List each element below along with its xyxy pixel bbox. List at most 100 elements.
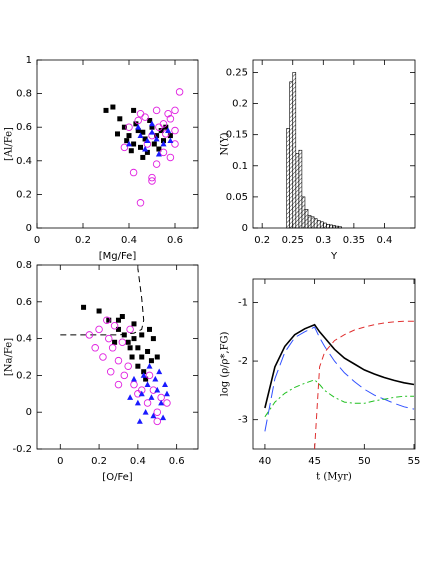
point [161, 138, 166, 144]
point [153, 135, 160, 142]
point [140, 154, 146, 160]
bar [292, 72, 297, 229]
point [125, 123, 133, 131]
point [139, 354, 145, 360]
y-axis-label: [Al/Fe] [4, 127, 15, 161]
point [147, 326, 153, 332]
point [150, 412, 157, 419]
x-axis-label: [Mg/Fe] [99, 251, 137, 262]
point [96, 308, 102, 314]
y-tick-label: 0.15 [226, 130, 248, 141]
point [136, 110, 145, 118]
point [171, 140, 179, 148]
point [130, 375, 137, 382]
bar [298, 149, 303, 229]
point [158, 399, 165, 406]
plot-frame [36, 264, 199, 450]
point [156, 146, 162, 152]
y-tick-label: 0.8 [16, 89, 32, 100]
point [81, 304, 87, 310]
point [163, 390, 170, 397]
y-tick-label: -1 [238, 297, 248, 308]
x-tick-label: 0.4 [376, 235, 392, 246]
point [162, 130, 170, 138]
point [125, 339, 131, 345]
x-tick-label: 0.4 [121, 235, 137, 246]
point [148, 358, 154, 364]
point [148, 173, 156, 182]
x-tick-label: 0.2 [75, 235, 91, 246]
x-tick-label: 0.6 [169, 456, 185, 467]
point [157, 393, 165, 402]
point [138, 144, 143, 150]
point [120, 143, 129, 152]
point [171, 106, 179, 115]
point [142, 145, 149, 152]
point [143, 376, 149, 382]
point [156, 368, 163, 375]
point [155, 150, 162, 157]
x-axis-label: t (Myr) [316, 472, 352, 483]
plot-frame [252, 278, 416, 450]
point [140, 372, 147, 378]
point [124, 138, 130, 144]
data-line [60, 268, 145, 336]
x-tick-label: 50 [358, 456, 371, 467]
point [163, 399, 171, 407]
bar [338, 226, 342, 229]
point [117, 116, 123, 122]
y-tick-label: 0 [242, 223, 248, 234]
point [166, 153, 175, 162]
y-tick-label: -2 [238, 356, 248, 367]
point [142, 409, 149, 415]
point [135, 345, 141, 351]
point [126, 325, 134, 334]
x-tick-label: 45 [308, 456, 321, 467]
point [106, 367, 115, 376]
point [144, 149, 150, 155]
y-tick-label: 0.05 [226, 192, 248, 203]
point [163, 124, 169, 130]
point [155, 123, 163, 131]
point [140, 129, 146, 135]
point [146, 363, 153, 369]
point [152, 106, 161, 115]
point [152, 375, 159, 382]
bar [295, 153, 300, 229]
bar [286, 128, 290, 229]
point [154, 133, 160, 139]
point [153, 417, 162, 426]
point [110, 104, 116, 110]
x-tick-label: 0.2 [254, 235, 270, 246]
bar [319, 221, 324, 229]
point [159, 148, 168, 157]
point [135, 363, 141, 369]
y-tick-label: 1 [26, 55, 32, 66]
point [133, 121, 139, 127]
x-tick-label: 0 [57, 456, 63, 467]
x-axis-label: [O/Fe] [102, 472, 132, 483]
point [129, 354, 135, 360]
point [85, 331, 94, 339]
point [119, 314, 125, 320]
point [131, 141, 137, 147]
x-tick-label: 0.4 [130, 456, 146, 467]
point [115, 326, 121, 332]
y-tick-label: 0.1 [232, 161, 248, 172]
point [121, 124, 127, 130]
y-axis-label: [Na/Fe] [4, 338, 15, 376]
point [149, 120, 155, 127]
data-line [264, 326, 415, 432]
bar [313, 218, 318, 229]
point [158, 128, 164, 134]
y-tick-label: 0.6 [16, 297, 32, 308]
point [103, 107, 109, 113]
x-tick-label: 0.6 [167, 235, 183, 246]
point [115, 131, 120, 137]
point [127, 394, 134, 400]
y-tick-label: -3 [238, 415, 248, 426]
point [166, 115, 175, 123]
point [154, 386, 161, 393]
point [112, 339, 118, 345]
bar [310, 216, 315, 229]
